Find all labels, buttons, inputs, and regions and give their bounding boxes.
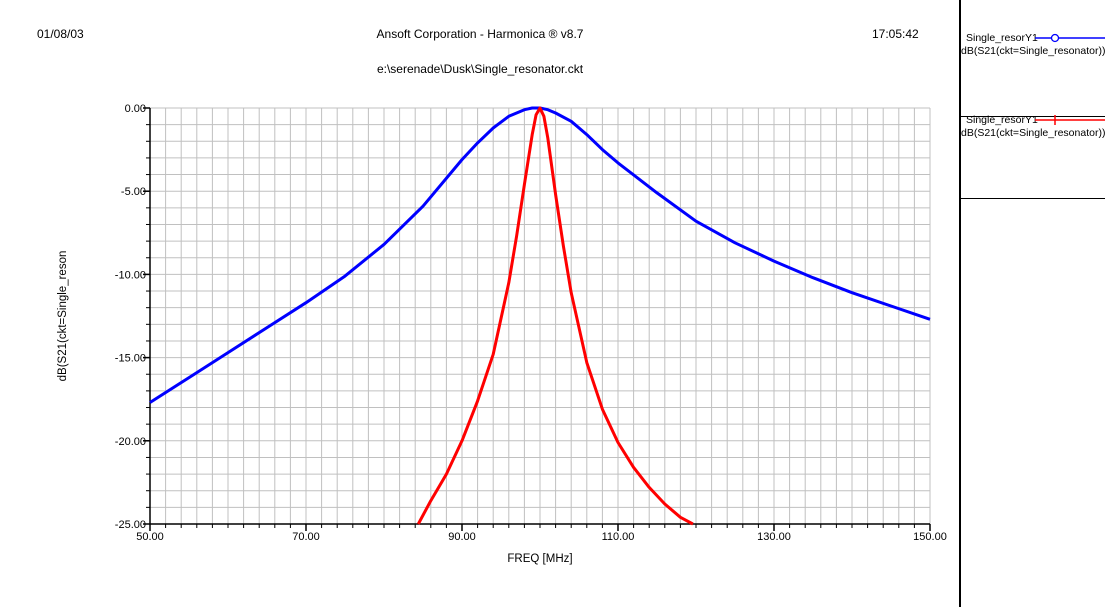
x-tick-label: 150.00: [913, 531, 947, 543]
header-title: Ansoft Corporation - Harmonica ® v8.7: [376, 27, 584, 41]
axes: [143, 107, 931, 531]
grid-lines: [149, 107, 931, 525]
legend-entry-red[interactable]: Single_resorY1 dB(S21(ckt=Single_resonat…: [961, 114, 1105, 199]
x-tick-label: 110.00: [602, 531, 635, 543]
x-tick-label: 90.00: [448, 531, 476, 543]
y-tick-label: -15.00: [115, 353, 146, 365]
y-tick-label: -5.00: [121, 186, 146, 198]
series-layer: [149, 106, 931, 526]
plus-marker-icon: [1035, 115, 1105, 125]
y-tick-label: -25.00: [115, 519, 146, 531]
series-line-red: [416, 106, 694, 526]
header-time: 17:05:42: [872, 27, 919, 41]
x-tick-label: 50.00: [136, 531, 164, 543]
circle-marker-icon: [1035, 33, 1105, 43]
tick-labels: 50.00 70.00 90.00 110.00 130.00 150.00 0.00 -5.…: [115, 103, 947, 543]
x-axis-label: FREQ [MHz]: [507, 553, 572, 565]
legend-series-name: Single_resorY1: [966, 114, 1038, 126]
y-axis-label: dB(S21(ckt=Single_reson: [57, 251, 69, 382]
legend-series-expr: dB(S21(ckt=Single_resonator)): [961, 127, 1105, 139]
legend-panel: Single_resorY1 dB(S21(ckt=Single_resonat…: [961, 0, 1105, 607]
legend-series-name: Single_resorY1: [966, 32, 1038, 44]
legend-entry-blue[interactable]: Single_resorY1 dB(S21(ckt=Single_resonat…: [961, 32, 1105, 117]
y-tick-label: -20.00: [115, 436, 146, 448]
y-tick-label: -10.00: [115, 269, 146, 281]
header-date: 01/08/03: [37, 27, 84, 41]
panel-divider: [959, 0, 961, 607]
circuit-file-path: e:\serenade\Dusk\Single_resonator.ckt: [376, 62, 584, 76]
x-tick-label: 70.00: [292, 531, 320, 543]
x-tick-label: 130.00: [757, 531, 791, 543]
y-tick-label: 0.00: [125, 103, 146, 115]
legend-series-expr: dB(S21(ckt=Single_resonator)): [961, 45, 1105, 57]
s21-chart: 50.00 70.00 90.00 110.00 130.00 150.00 0.00 -5.…: [57, 103, 947, 565]
